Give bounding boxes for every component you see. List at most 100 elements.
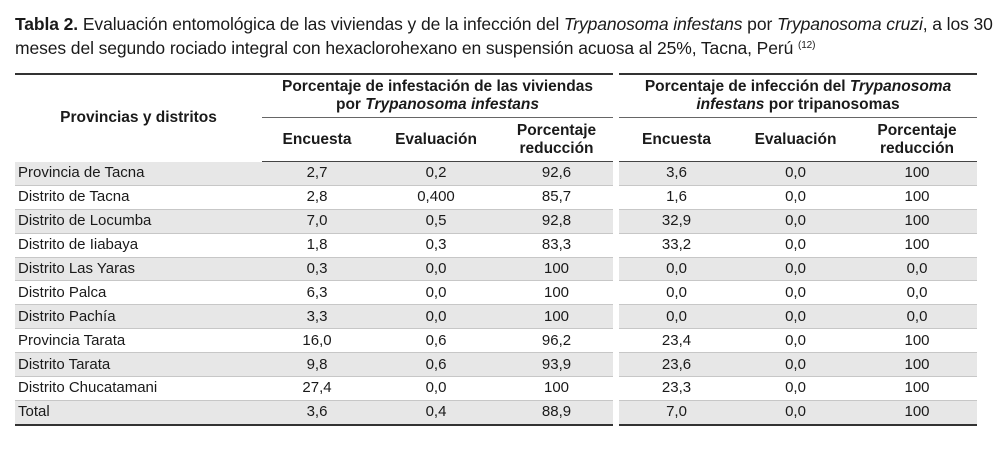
table-cell: 23,3	[613, 376, 734, 401]
row-label: Distrito Tarata	[15, 352, 262, 378]
caption-reference: (12)	[797, 40, 816, 51]
table-row: Distrito Palca 6,3 0,0 100 0,0 0,0 0,0	[15, 280, 977, 306]
table-row: Distrito de Tacna 2,8 0,400 85,7 1,6 0,0 100	[15, 185, 977, 210]
table-cell: 0,0	[613, 257, 734, 282]
table-cell: 96,2	[500, 328, 616, 354]
header-species: Trypanosoma infestans	[365, 96, 539, 113]
table-cell: 0,400	[372, 185, 500, 210]
table-cell: 100	[500, 376, 616, 401]
row-label: Distrito Las Yaras	[15, 257, 262, 282]
table-row: Distrito Pachía 3,3 0,0 100 0,0 0,0 0,0	[15, 304, 977, 330]
table-cell: 100	[857, 233, 977, 258]
table-cell: 3,6	[262, 400, 372, 426]
table-cell: 7,0	[262, 209, 372, 234]
caption-text: Evaluación entomológica de las viviendas…	[78, 14, 564, 34]
table-cell: 100	[500, 257, 616, 282]
table-cell: 2,7	[262, 161, 372, 186]
table-cell: 92,6	[500, 161, 616, 186]
table-cell: 9,8	[262, 352, 372, 378]
header-group-infection: Porcentaje de infección del Trypanosoma …	[613, 73, 977, 118]
table-cell: 0,0	[734, 304, 857, 330]
table-cell: 100	[500, 304, 616, 330]
table-cell: 0,0	[734, 328, 857, 354]
table-cell: 0,0	[857, 257, 977, 282]
table-cell: 0,0	[734, 233, 857, 258]
table-cell: 0,0	[734, 185, 857, 210]
data-table: Provincias y distritos Porcentaje de inf…	[15, 73, 977, 426]
table-cell: 0,0	[734, 352, 857, 378]
table-cell: 16,0	[262, 328, 372, 354]
table-cell: 3,3	[262, 304, 372, 330]
table-cell: 23,4	[613, 328, 734, 354]
table-cell: 88,9	[500, 400, 616, 426]
header-text: Porcentaje de infestación de las viviend…	[282, 78, 593, 95]
table-row: Distrito Las Yaras 0,3 0,0 100 0,0 0,0 0,0	[15, 257, 977, 282]
header-survey: Encuesta	[613, 117, 734, 162]
row-label: Provincia Tarata	[15, 328, 262, 354]
table-cell: 0,5	[372, 209, 500, 234]
table-cell: 0,0	[734, 400, 857, 426]
table-cell: 85,7	[500, 185, 616, 210]
table-cell: 1,6	[613, 185, 734, 210]
table-row: Provincia Tarata 16,0 0,6 96,2 23,4 0,0 100	[15, 328, 977, 354]
header-species: Trypanosoma	[849, 78, 952, 95]
caption-text: por	[742, 14, 777, 34]
table-cell: 0,0	[734, 376, 857, 401]
table-cell: 0,0	[734, 209, 857, 234]
row-label: Distrito Pachía	[15, 304, 262, 330]
caption-text: , a los 30 meses del segundo rociado int…	[15, 14, 993, 58]
table-cell: 3,6	[613, 161, 734, 186]
header-text: Porcentaje de infección del	[644, 78, 850, 95]
table-cell: 100	[500, 280, 616, 306]
table-cell: 100	[857, 400, 977, 426]
table-cell: 6,3	[262, 280, 372, 306]
header-survey: Encuesta	[262, 117, 372, 162]
table-cell: 100	[857, 352, 977, 378]
table-cell: 0,0	[372, 257, 500, 282]
row-label: Distrito de Iiabaya	[15, 233, 262, 258]
table-body: Provincia de Tacna 2,7 0,2 92,6 3,6 0,0 100 Dis…	[15, 161, 977, 426]
table-cell: 0,0	[857, 304, 977, 330]
caption-species-1: Trypanosoma infestans	[563, 14, 743, 34]
table-cell: 0,0	[734, 280, 857, 306]
table-cell: 100	[857, 209, 977, 234]
table-cell: 92,8	[500, 209, 616, 234]
table-cell: 0,0	[372, 304, 500, 330]
table-cell: 2,8	[262, 185, 372, 210]
table-cell: 7,0	[613, 400, 734, 426]
table-cell: 0,2	[372, 161, 500, 186]
table-cell: 93,9	[500, 352, 616, 378]
header-species: infestans	[696, 96, 765, 113]
table-cell: 32,9	[613, 209, 734, 234]
table-cell: 100	[857, 161, 977, 186]
header-reduction: Porcentaje reducción	[500, 117, 616, 162]
row-label: Distrito Chucatamani	[15, 376, 262, 401]
row-label: Provincia de Tacna	[15, 161, 262, 186]
caption-label: Tabla 2.	[15, 14, 79, 34]
header-text: por tripanosomas	[764, 96, 900, 113]
table-cell: 0,0	[734, 257, 857, 282]
table-row: Total 3,6 0,4 88,9 7,0 0,0 100	[15, 400, 977, 426]
table-cell: 100	[857, 376, 977, 401]
table-cell: 0,6	[372, 328, 500, 354]
header-group-infestation: Porcentaje de infestación de las viviend…	[262, 73, 616, 118]
table-cell: 83,3	[500, 233, 616, 258]
table-cell: 0,0	[372, 376, 500, 401]
header-provinces: Provincias y distritos	[15, 73, 262, 162]
header-reduction: Porcentaje reducción	[857, 117, 977, 162]
header-evaluation: Evaluación	[372, 117, 500, 162]
header-evaluation: Evaluación	[734, 117, 857, 162]
table-cell: 33,2	[613, 233, 734, 258]
table-row: Distrito Tarata 9,8 0,6 93,9 23,6 0,0 100	[15, 352, 977, 378]
table-cell: 100	[857, 328, 977, 354]
table-cell: 0,0	[734, 161, 857, 186]
table-cell: 27,4	[262, 376, 372, 401]
table-cell: 0,0	[372, 280, 500, 306]
table-cell: 0,3	[262, 257, 372, 282]
table-cell: 1,8	[262, 233, 372, 258]
row-label: Distrito Palca	[15, 280, 262, 306]
table-cell: 0,3	[372, 233, 500, 258]
row-label: Distrito de Tacna	[15, 185, 262, 210]
row-label: Total	[15, 400, 262, 426]
table-caption: Tabla 2. Evaluación entomológica de las …	[15, 12, 1000, 60]
